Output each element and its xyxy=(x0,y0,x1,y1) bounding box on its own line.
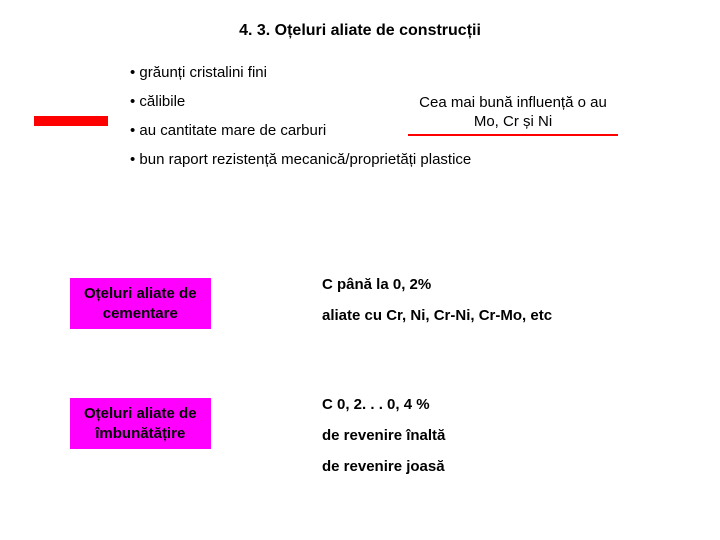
bullet-item: • grăunți cristalini fini xyxy=(130,64,690,81)
section-cementare: Oțeluri aliate de cementare xyxy=(70,278,211,329)
desc-line: C 0, 2. . . 0, 4 % xyxy=(322,396,445,413)
desc-line: de revenire joasă xyxy=(322,458,445,475)
red-accent-bar xyxy=(34,116,108,126)
desc-line: C până la 0, 2% xyxy=(322,276,552,293)
callout-box: Cea mai bună influență o au Mo, Cr și Ni xyxy=(408,94,618,136)
desc-line: de revenire înaltă xyxy=(322,427,445,444)
section-imbunatatire-desc: C 0, 2. . . 0, 4 % de revenire înaltă de… xyxy=(322,396,445,489)
label-line: cementare xyxy=(103,305,178,322)
section-label-imbunatatire: Oțeluri aliate de îmbunătățire xyxy=(70,398,211,449)
slide-title: 4. 3. Oțeluri aliate de construcții xyxy=(0,22,720,40)
label-line: Oțeluri aliate de xyxy=(84,405,197,422)
section-imbunatatire: Oțeluri aliate de îmbunătățire xyxy=(70,398,211,449)
label-line: Oțeluri aliate de xyxy=(84,285,197,302)
label-line: îmbunătățire xyxy=(95,425,185,442)
section-label-cementare: Oțeluri aliate de cementare xyxy=(70,278,211,329)
desc-line: aliate cu Cr, Ni, Cr-Ni, Cr-Mo, etc xyxy=(322,307,552,324)
bullet-item: • bun raport rezistență mecanică/proprie… xyxy=(130,151,690,168)
section-cementare-desc: C până la 0, 2% aliate cu Cr, Ni, Cr-Ni,… xyxy=(322,276,552,338)
